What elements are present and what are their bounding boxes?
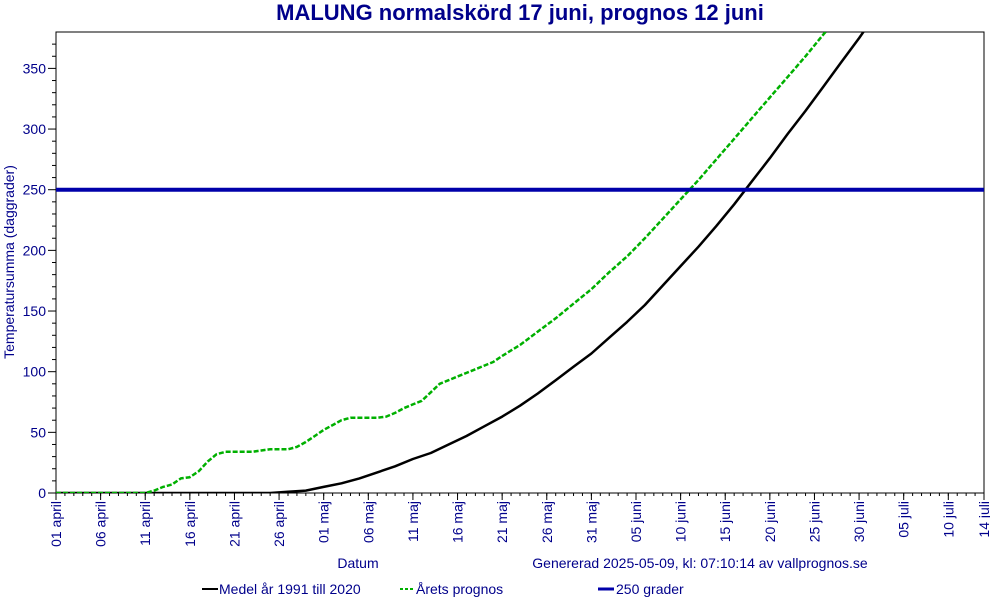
x-tick-label: 01 april (48, 501, 64, 547)
series-line-medel (56, 32, 865, 493)
y-tick-label: 50 (30, 424, 46, 440)
x-tick-label: 21 april (226, 501, 242, 547)
x-tick-label: 16 april (182, 501, 198, 547)
x-tick-label: 21 maj (494, 501, 510, 543)
y-tick-label: 350 (23, 60, 47, 76)
x-tick-label: 01 maj (316, 501, 332, 543)
x-tick-label: 10 juni (673, 501, 689, 542)
x-tick-label: 26 maj (539, 501, 555, 543)
chart-title: MALUNG normalskörd 17 juni, prognos 12 j… (276, 0, 764, 25)
x-tick-label: 30 juni (851, 501, 867, 542)
x-tick-label: 05 juni (628, 501, 644, 542)
y-tick-label: 300 (23, 121, 47, 137)
x-tick-label: 06 maj (360, 501, 376, 543)
y-axis: 0 50 100 150 200 250 300 350 (23, 43, 56, 501)
x-tick-label: 05 juli (896, 501, 912, 538)
series-layer (56, 32, 984, 493)
x-tick-label: 15 juni (717, 501, 733, 542)
x-tick-label: 26 april (271, 501, 287, 547)
legend-label-prognos: Årets prognos (416, 581, 503, 597)
x-tick-label: 20 juni (762, 501, 778, 542)
x-tick-label: 31 maj (583, 501, 599, 543)
x-tick-label: 25 juni (806, 501, 822, 542)
generated-text: Genererad 2025-05-09, kl: 07:10:14 av va… (532, 555, 868, 571)
x-axis: 01 april 06 april 11 april 16 april 21 april… (48, 493, 990, 547)
legend: Medel år 1991 till 2020 Årets prognos 25… (202, 581, 684, 597)
x-tick-label: 14 juli (976, 501, 990, 538)
y-axis-label: Temperatursumma (daggrader) (1, 165, 17, 359)
x-tick-label: 11 maj (405, 501, 421, 542)
x-tick-label: 10 juli (940, 501, 956, 538)
x-tick-label: 06 april (93, 501, 109, 547)
y-tick-label: 200 (23, 242, 47, 258)
y-tick-label: 100 (23, 364, 47, 380)
y-tick-label: 0 (38, 485, 46, 501)
x-tick-label: 16 maj (450, 501, 466, 543)
x-tick-label: 11 april (137, 501, 153, 546)
x-axis-label: Datum (337, 555, 378, 571)
y-tick-label: 250 (23, 182, 47, 198)
legend-label-medel: Medel år 1991 till 2020 (219, 581, 361, 597)
legend-label-250: 250 grader (616, 581, 684, 597)
series-line-prognos (56, 32, 828, 493)
plot-area (55, 31, 985, 494)
y-tick-label: 150 (23, 303, 47, 319)
